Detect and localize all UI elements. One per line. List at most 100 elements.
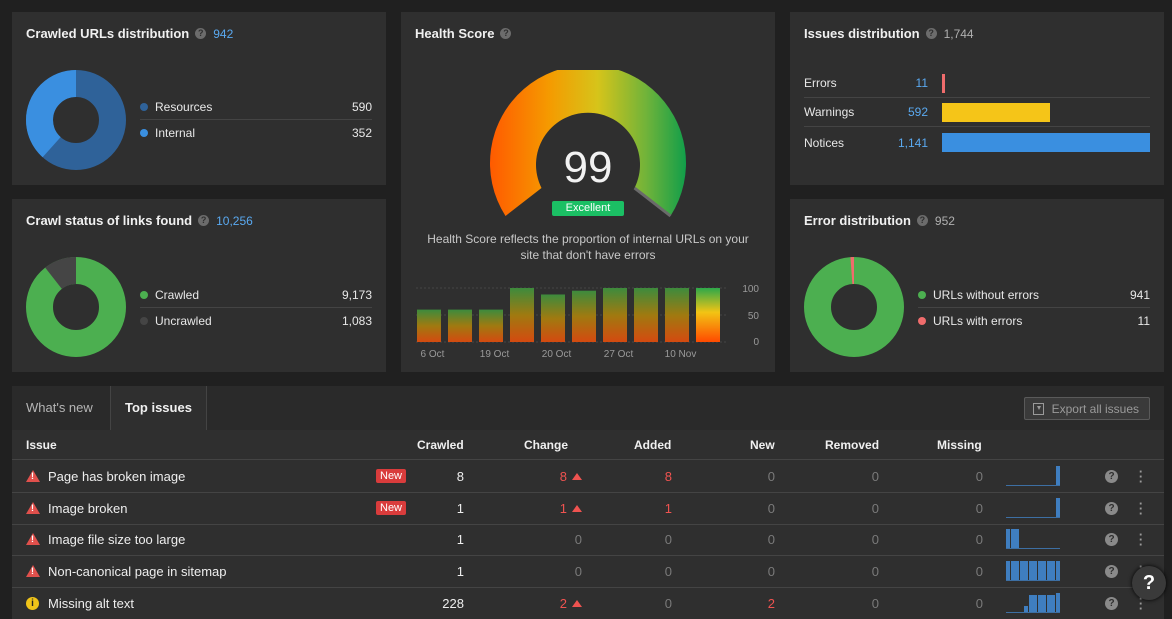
issues-bar-warnings [942,102,1051,122]
help-icon[interactable]: ? [925,28,937,39]
legend-dot [140,102,148,111]
removed-value[interactable]: 0 [871,469,879,484]
change-value: 0 [574,564,582,580]
issue-name[interactable]: Image file size too large [48,532,186,548]
issue-help-icon[interactable]: ? [1105,596,1118,610]
missing-value[interactable]: 0 [975,595,983,611]
legend-item-urls-with-errors[interactable]: URLs with errors 11 [918,308,1150,334]
crawled-value[interactable]: 8 [456,469,464,484]
legend-item-crawled[interactable]: Crawled 9,173 [140,282,372,308]
issue-name[interactable]: Page has broken image [48,469,186,484]
issue-help-icon[interactable]: ? [1105,533,1118,547]
missing-value[interactable]: 0 [975,532,983,548]
new-value[interactable]: 0 [767,564,775,580]
crawled-value[interactable]: 1 [456,500,464,516]
issue-name[interactable]: Missing alt text [48,595,134,611]
help-chat-button[interactable]: ? [1132,566,1166,600]
more-options-icon[interactable]: ··· [1138,464,1144,489]
help-icon[interactable]: ? [198,215,210,226]
missing-value[interactable]: 0 [975,564,983,580]
health-history-bar[interactable] [603,288,627,342]
change-value: 1 [559,500,567,516]
table-row[interactable]: Image file size too large 1 0 0 0 0 0? ··· [12,524,1164,557]
crawled-urls-count[interactable]: 942 [213,26,234,41]
new-value[interactable]: 0 [767,532,775,548]
legend-item-urls-without-errors[interactable]: URLs without errors 941 [918,282,1150,308]
issues-distribution-title-row: Issues distribution ? 1,744 [804,26,974,41]
tab-whats-new[interactable]: What's new [26,400,93,415]
issues-row-notices[interactable]: Notices 1,141 [804,128,1150,157]
added-value[interactable]: 8 [664,469,672,484]
export-all-issues-button[interactable]: Export all issues [1023,397,1150,420]
column-header-issue[interactable]: Issue [26,438,57,452]
sparkline-bar [1015,529,1019,549]
crawl-status-count[interactable]: 10,256 [216,213,253,228]
added-value[interactable]: 1 [664,500,672,516]
table-row[interactable]: Page has broken image New 8 8 8 0 0 0? ··· [12,461,1164,493]
issues-row-errors[interactable]: Errors 11 [804,69,1150,98]
health-history-bar[interactable] [417,309,441,342]
health-history-chart: 100 50 0 6 Oct 19 Oct 20 Oct 27 Oct 10 Nov [416,284,759,360]
added-value[interactable]: 0 [664,564,672,580]
health-history-bar[interactable] [665,288,689,342]
legend-label: Internal [155,126,196,140]
health-history-bar[interactable] [448,309,472,342]
trend-up-icon [572,599,582,607]
crawled-urls-legend: Resources 590 Internal 352 [140,94,372,146]
health-history-bar[interactable] [634,288,658,342]
legend-item-internal[interactable]: Internal 352 [140,120,372,146]
legend-value: 941 [1129,287,1150,302]
health-history-bar[interactable] [541,294,565,342]
new-value[interactable]: 0 [767,500,775,516]
table-row[interactable]: Image broken New 1 1 1 0 0 0? ··· [12,493,1164,525]
health-history-bar[interactable] [510,288,534,342]
issues-row-value[interactable]: 1,141 [897,135,928,150]
donut-segment-internal [26,70,126,170]
crawled-value[interactable]: 228 [442,595,464,611]
issue-help-icon[interactable]: ? [1105,470,1118,483]
issue-name[interactable]: Image broken [48,500,128,516]
error-distribution-donut [804,257,904,357]
column-header-new[interactable]: New [750,438,775,452]
health-history-bar[interactable] [696,288,720,342]
donut-segment-errors [804,257,904,357]
column-header-missing[interactable]: Missing [937,438,982,452]
issues-row-warnings[interactable]: Warnings 592 [804,98,1150,127]
issues-tabs-bar: What's new Top issues Export all issues [12,386,1164,430]
issues-row-label: Errors [804,76,837,90]
crawled-value[interactable]: 1 [456,564,464,580]
tab-top-issues[interactable]: Top issues [110,386,207,430]
more-options-icon[interactable]: ··· [1138,527,1144,553]
issue-help-icon[interactable]: ? [1105,565,1118,579]
health-description: Health Score reflects the proportion of … [401,231,775,263]
removed-value[interactable]: 0 [871,564,879,580]
crawled-value[interactable]: 1 [456,532,464,548]
help-icon[interactable]: ? [916,215,928,226]
issues-row-value[interactable]: 592 [907,105,928,119]
missing-value[interactable]: 0 [975,500,983,516]
column-header-added[interactable]: Added [634,438,672,452]
help-icon[interactable]: ? [500,28,512,39]
removed-value[interactable]: 0 [871,532,879,548]
legend-item-uncrawled[interactable]: Uncrawled 1,083 [140,308,372,334]
issue-help-icon[interactable]: ? [1105,501,1118,515]
health-history-bar[interactable] [479,309,503,342]
more-options-icon[interactable]: ··· [1138,495,1144,521]
column-header-crawled[interactable]: Crawled [417,438,464,452]
health-history-bar[interactable] [572,290,596,342]
column-header-change[interactable]: Change [524,438,569,452]
added-value[interactable]: 0 [664,595,672,611]
issues-row-value[interactable]: 11 [915,76,928,90]
new-value[interactable]: 2 [767,595,775,611]
new-value[interactable]: 0 [767,469,775,484]
legend-item-resources[interactable]: Resources 590 [140,94,372,120]
help-icon[interactable]: ? [195,28,207,39]
removed-value[interactable]: 0 [871,595,879,611]
added-value[interactable]: 0 [664,532,672,548]
issue-name[interactable]: Non-canonical page in sitemap [48,564,227,580]
missing-value[interactable]: 0 [975,469,983,484]
removed-value[interactable]: 0 [871,500,879,516]
column-header-removed[interactable]: Removed [825,438,880,452]
